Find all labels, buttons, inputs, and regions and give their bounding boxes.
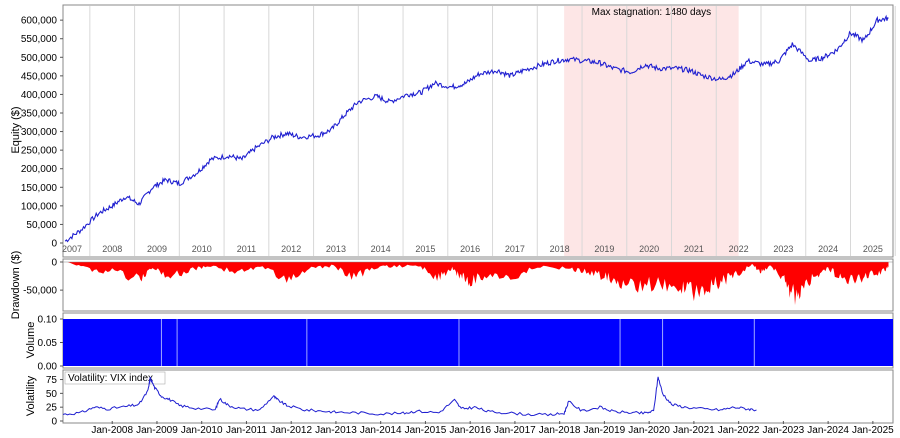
x-tick-label: Jan-2017: [494, 425, 536, 436]
drawdown-y-tick-label: 0: [51, 258, 57, 269]
x-tick-label: Jan-2014: [360, 425, 402, 436]
stagnation-annotation: Max stagnation: 1480 days: [592, 7, 712, 18]
equity-y-tick-label: 400,000: [21, 90, 58, 101]
year-label: 2022: [729, 244, 749, 254]
year-label: 2011: [237, 244, 256, 254]
volatility-axis-title: Volatility: [25, 375, 37, 416]
volume-y-tick-label: 0.00: [38, 362, 58, 373]
drawdown-axis-title: Drawdown ($): [10, 251, 22, 319]
equity-y-tick-label: 100,000: [21, 201, 58, 212]
year-label: 2012: [281, 244, 301, 254]
volume-y-tick-label: 0.10: [38, 315, 58, 326]
x-tick-label: Jan-2024: [807, 425, 849, 436]
year-label: 2009: [147, 244, 167, 254]
year-label: 2020: [639, 244, 659, 254]
year-label: 2013: [326, 244, 346, 254]
x-tick-label: Jan-2020: [628, 425, 670, 436]
volume-bars: [63, 319, 893, 366]
volatility-y-tick-label: 0: [51, 417, 57, 428]
equity-line: [64, 14, 889, 243]
drawdown-y-tick-label: -50,000: [23, 286, 57, 297]
equity-y-tick-label: 450,000: [21, 71, 58, 82]
x-tick-label: Jan-2008: [91, 425, 133, 436]
x-tick-label: Jan-2015: [405, 425, 447, 436]
x-tick-label: Jan-2018: [539, 425, 581, 436]
equity-y-tick-label: 350,000: [21, 109, 58, 120]
x-tick-label: Jan-2013: [315, 425, 357, 436]
volatility-y-tick-label: 25: [46, 403, 58, 414]
year-label: 2023: [773, 244, 793, 254]
x-tick-label: Jan-2021: [673, 425, 715, 436]
volatility-line: [62, 376, 757, 417]
equity-axis-title: Equity ($): [10, 106, 22, 153]
x-tick-label: Jan-2009: [136, 425, 178, 436]
equity-y-tick-label: 550,000: [21, 34, 58, 45]
drawdown-area: [67, 262, 889, 305]
volatility-y-tick-label: 75: [46, 375, 58, 386]
year-label: 2025: [863, 244, 883, 254]
stagnation-band: [564, 6, 739, 256]
chart-marks: Max stagnation: 1480 days 2007 2008 2009 201…: [21, 6, 896, 436]
year-label: 2007: [62, 244, 82, 254]
equity-y-tick-label: 600,000: [21, 16, 58, 27]
year-label: 2010: [192, 244, 212, 254]
equity-y-tick-label: 200,000: [21, 164, 58, 175]
year-label: 2019: [594, 244, 614, 254]
x-tick-label: Jan-2011: [226, 425, 267, 436]
x-tick-label: Jan-2010: [181, 425, 223, 436]
x-tick-label: Jan-2022: [718, 425, 760, 436]
x-tick-label: Jan-2023: [763, 425, 805, 436]
equity-y-tick-label: 250,000: [21, 146, 58, 157]
equity-y-tick-label: 0: [51, 239, 57, 250]
x-tick-label: Jan-2016: [449, 425, 491, 436]
equity-y-tick-label: 50,000: [26, 220, 57, 231]
volatility-legend-box: [64, 371, 166, 385]
x-tick-label: Jan-2025: [852, 425, 894, 436]
x-tick-label: Jan-2012: [270, 425, 312, 436]
year-label: 2018: [550, 244, 570, 254]
equity-y-tick-label: 300,000: [21, 127, 58, 138]
year-label: 2008: [102, 244, 122, 254]
equity-y-tick-label: 500,000: [21, 53, 58, 64]
volatility-y-tick-label: 50: [46, 389, 58, 400]
volatility-panel-frame: [62, 369, 894, 424]
volatility-legend: Volatility: VIX index: [68, 373, 153, 384]
equity-y-tick-label: 150,000: [21, 183, 58, 194]
volume-axis-title: Volume: [25, 322, 37, 359]
year-label: 2021: [684, 244, 704, 254]
year-label: 2017: [505, 244, 525, 254]
year-label: 2015: [415, 244, 435, 254]
volume-y-tick-label: 0.05: [38, 338, 58, 349]
equity-panel-frame: [62, 4, 894, 258]
year-label: 2016: [460, 244, 480, 254]
x-tick-label: Jan-2019: [584, 425, 626, 436]
year-label: 2014: [371, 244, 391, 254]
year-label: 2024: [818, 244, 838, 254]
